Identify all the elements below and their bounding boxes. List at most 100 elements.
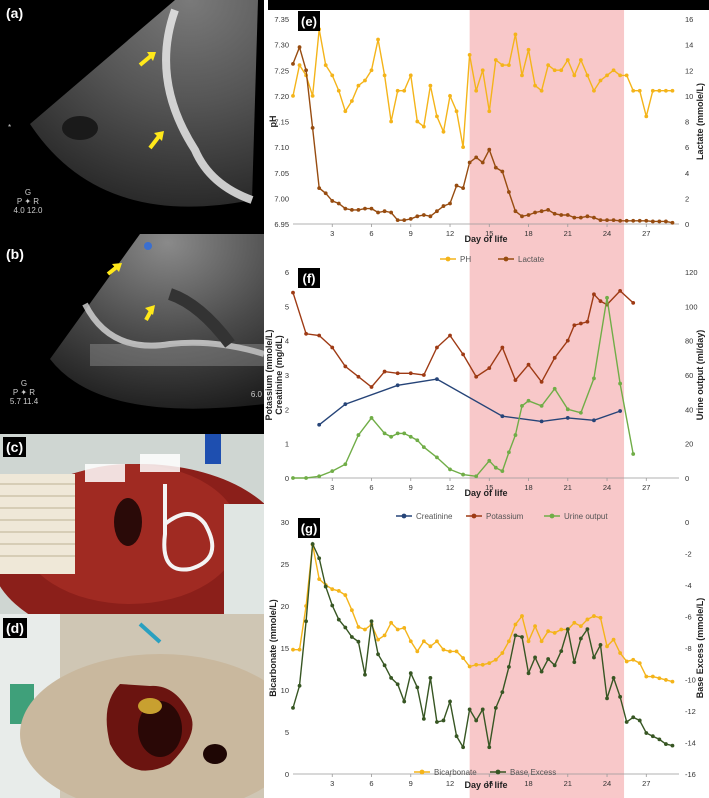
data-point-urine-output	[520, 404, 524, 408]
x-tick-label: 3	[330, 483, 334, 492]
data-point-bicarbonate	[644, 674, 649, 679]
legend-swatch-marker	[419, 769, 425, 775]
series-line-creatinine	[318, 378, 621, 426]
left-tick-label: 7.35	[274, 15, 289, 24]
data-point-ph	[631, 88, 636, 93]
data-point-potassium	[330, 345, 335, 350]
data-point-urine-output	[291, 476, 295, 480]
data-point-bicarbonate	[474, 662, 479, 667]
data-point-ph	[644, 114, 649, 119]
left-tick-label: 1	[285, 440, 289, 449]
data-point-lactate	[487, 147, 492, 152]
data-point-lactate	[506, 190, 511, 194]
data-point-base-excess	[598, 642, 603, 647]
left-tick-label: 15	[281, 644, 289, 653]
data-point-lactate	[317, 186, 322, 191]
x-tick-label: 9	[409, 229, 413, 238]
legend-label: Potassium	[486, 512, 524, 521]
data-point-lactate	[297, 45, 302, 50]
probe-marker-b: G P ✦ R 5.7 11.4	[4, 379, 44, 406]
data-point-ph	[592, 88, 596, 93]
data-point-urine-output	[408, 434, 413, 439]
data-point-potassium	[578, 321, 583, 326]
probe-left-text: P	[12, 388, 19, 397]
data-point-ph	[421, 124, 426, 129]
data-point-urine-output	[448, 467, 452, 472]
data-point-urine-output	[330, 469, 335, 474]
data-point-bicarbonate	[631, 657, 636, 662]
panel-label-box	[298, 11, 320, 31]
data-point-ph	[585, 73, 590, 78]
panel-label-box	[298, 268, 320, 288]
data-point-base-excess	[467, 707, 472, 712]
data-point-lactate	[611, 218, 616, 223]
depth-readout: 6.0	[250, 390, 262, 399]
right-tick-label: 0	[685, 474, 689, 483]
left-tick-label: 7.05	[274, 169, 289, 178]
x-tick-label: 15	[485, 779, 493, 788]
data-point-ph	[408, 73, 413, 78]
data-point-potassium	[291, 290, 295, 295]
x-axis-title: Day of life	[464, 780, 507, 790]
legend-swatch-marker	[549, 513, 555, 519]
series-line-lactate	[292, 45, 673, 224]
echo-image-a: * (a) G P ✦ R 4.0 12.0	[0, 0, 264, 234]
data-point-lactate	[421, 213, 426, 217]
data-point-potassium	[304, 331, 308, 336]
data-point-bicarbonate	[291, 647, 295, 652]
data-point-bicarbonate	[395, 627, 400, 632]
data-point-potassium	[631, 301, 636, 305]
data-point-lactate	[304, 68, 308, 73]
x-tick-label: 6	[369, 483, 373, 492]
data-point-lactate	[631, 218, 636, 223]
data-point-potassium	[448, 333, 452, 338]
data-point-ph	[559, 68, 564, 73]
left-tick-label: 5	[285, 728, 289, 737]
data-point-base-excess	[611, 676, 616, 680]
probe-left-text: P	[16, 197, 23, 206]
data-point-base-excess	[363, 672, 367, 677]
left-axis-title: pH	[268, 116, 278, 128]
data-point-creatinine	[343, 402, 348, 407]
right-tick-label: 2	[685, 194, 689, 203]
data-point-base-excess	[605, 696, 609, 701]
data-point-ph	[493, 58, 498, 62]
panel-label-text: (e)	[301, 14, 317, 29]
right-tick-label: -16	[685, 770, 696, 779]
data-point-urine-output	[487, 458, 492, 463]
data-point-bicarbonate	[493, 657, 498, 662]
data-point-lactate	[618, 218, 623, 223]
data-point-potassium	[565, 338, 570, 343]
data-point-lactate	[343, 206, 348, 211]
data-point-bicarbonate	[369, 622, 374, 627]
legend-label: Bicarbonate	[434, 768, 477, 777]
data-point-lactate	[578, 215, 583, 220]
right-tick-label: 4	[685, 169, 689, 178]
data-point-potassium	[421, 373, 426, 377]
data-point-ph	[598, 78, 603, 83]
chart-background	[268, 514, 709, 798]
x-tick-label: 18	[524, 779, 532, 788]
data-point-potassium	[461, 352, 466, 357]
data-point-urine-output	[474, 474, 479, 479]
data-point-bicarbonate	[526, 639, 531, 644]
data-point-base-excess	[454, 734, 459, 739]
data-point-base-excess	[618, 694, 623, 699]
x-tick-label: 15	[485, 229, 493, 238]
data-point-ph	[637, 88, 642, 93]
data-point-bicarbonate	[578, 624, 583, 629]
data-point-bicarbonate	[382, 633, 387, 638]
right-tick-label: -8	[685, 644, 692, 653]
data-point-lactate	[461, 186, 466, 191]
data-point-bicarbonate	[664, 678, 668, 682]
data-point-urine-output	[605, 295, 609, 300]
data-point-ph	[565, 58, 570, 62]
data-point-urine-output	[513, 433, 518, 437]
series-line-base-excess	[292, 541, 673, 750]
chart-background	[268, 6, 709, 254]
data-point-bicarbonate	[657, 676, 662, 681]
data-point-ph	[330, 73, 335, 78]
data-point-ph	[539, 88, 544, 93]
right-tick-label: 6	[685, 143, 689, 152]
data-point-potassium	[513, 378, 518, 383]
